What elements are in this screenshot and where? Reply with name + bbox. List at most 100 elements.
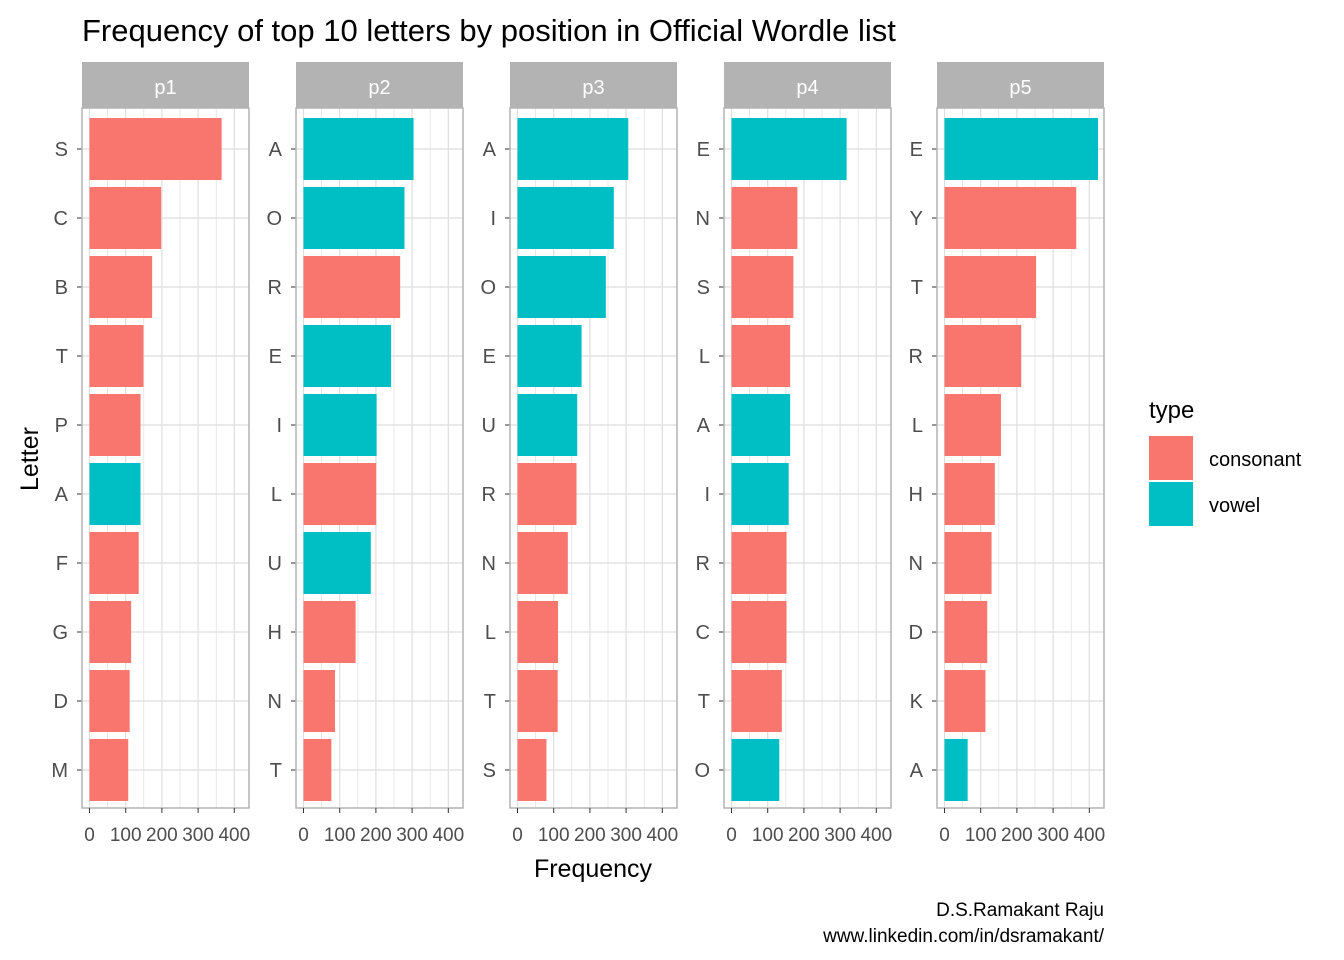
y-tick-label: F xyxy=(56,553,68,575)
y-tick-label: S xyxy=(483,760,496,782)
y-tick-label: N xyxy=(482,553,496,575)
caption-author: D.S.Ramakant Raju xyxy=(936,900,1104,921)
y-tick-label: O xyxy=(266,208,282,230)
panel-border xyxy=(936,107,1105,809)
facet-panel-p3: p3 A I O E U R N L T S 0 100 200 300 400 xyxy=(480,62,678,846)
x-tick-label: 100 xyxy=(110,825,142,846)
bar-p3-U xyxy=(517,394,578,456)
x-tick-label: 100 xyxy=(538,825,570,846)
y-tick-label: R xyxy=(696,553,710,575)
y-tick-label: O xyxy=(694,760,710,782)
bar-p3-R xyxy=(517,463,577,525)
x-tick-label: 400 xyxy=(646,825,678,846)
bar-p2-R xyxy=(303,256,401,318)
bar-p1-A xyxy=(89,463,141,525)
x-tick-label: 400 xyxy=(218,825,250,846)
facet-strip xyxy=(296,62,463,108)
y-tick-label: E xyxy=(483,346,496,368)
y-tick-label: E xyxy=(697,139,710,161)
y-tick-label: A xyxy=(269,139,283,161)
bar-p1-P xyxy=(89,394,141,456)
bar-p2-U xyxy=(303,532,371,594)
bar-p3-E xyxy=(517,325,582,387)
bar-p4-R xyxy=(731,532,787,594)
facet-strip xyxy=(510,62,677,108)
y-tick-label: E xyxy=(910,139,923,161)
bar-p4-S xyxy=(731,256,794,318)
bar-p2-N xyxy=(303,670,335,732)
legend-title: type xyxy=(1149,397,1194,424)
bar-p4-C xyxy=(731,601,787,663)
y-tick-label: L xyxy=(699,346,710,368)
y-axis-title: Letter xyxy=(16,427,44,491)
bar-p2-H xyxy=(303,601,356,663)
bar-p5-T xyxy=(944,256,1037,318)
bar-p2-I xyxy=(303,394,377,456)
bar-p1-T xyxy=(89,325,144,387)
bar-p4-I xyxy=(731,463,789,525)
bar-p5-Y xyxy=(944,187,1077,249)
y-tick-label: T xyxy=(56,346,68,368)
x-tick-label: 0 xyxy=(298,825,309,846)
y-tick-label: D xyxy=(909,622,923,644)
y-tick-label: C xyxy=(696,622,710,644)
y-tick-label: S xyxy=(55,139,68,161)
y-tick-label: A xyxy=(55,484,69,506)
facet-panel-p1: p1 S C B T P A F G D M 0 100 200 300 400 xyxy=(51,62,250,846)
bar-p1-B xyxy=(89,256,153,318)
x-tick-label: 0 xyxy=(84,825,95,846)
bar-p1-D xyxy=(89,670,130,732)
legend-label-consonant: consonant xyxy=(1209,449,1302,471)
x-axis-title: Frequency xyxy=(534,855,653,883)
facet-strip-label: p2 xyxy=(368,77,390,99)
facet-panel-p4: p4 E N S L A I R C T O 0 100 200 300 400 xyxy=(694,62,892,846)
y-tick-label: H xyxy=(268,622,282,644)
x-tick-label: 300 xyxy=(182,825,214,846)
panel-border xyxy=(723,107,892,809)
facet-strip xyxy=(937,62,1104,108)
x-tick-label: 200 xyxy=(788,825,820,846)
y-tick-label: U xyxy=(268,553,282,575)
y-tick-label: P xyxy=(55,415,68,437)
y-tick-label: T xyxy=(911,277,923,299)
facet-panel-p2: p2 A O R E I L U H N T 0 100 200 300 400 xyxy=(266,62,464,846)
bar-p4-O xyxy=(731,739,780,801)
x-tick-label: 200 xyxy=(574,825,606,846)
x-tick-label: 300 xyxy=(1037,825,1069,846)
legend-key-consonant xyxy=(1149,436,1193,480)
y-tick-label: I xyxy=(490,208,496,230)
bar-p4-T xyxy=(731,670,782,732)
x-tick-label: 300 xyxy=(610,825,642,846)
bar-p5-K xyxy=(944,670,986,732)
y-tick-label: O xyxy=(480,277,496,299)
y-tick-label: E xyxy=(269,346,282,368)
y-tick-label: H xyxy=(909,484,923,506)
y-tick-label: Y xyxy=(910,208,923,230)
bar-p4-N xyxy=(731,187,798,249)
bar-p5-N xyxy=(944,532,992,594)
bar-p1-S xyxy=(89,118,222,180)
bar-p2-O xyxy=(303,187,405,249)
bar-p3-T xyxy=(517,670,558,732)
legend-label-vowel: vowel xyxy=(1209,495,1260,517)
bar-p2-L xyxy=(303,463,377,525)
y-tick-label: L xyxy=(485,622,496,644)
x-tick-label: 0 xyxy=(939,825,950,846)
y-tick-label: K xyxy=(910,691,924,713)
y-tick-label: A xyxy=(697,415,711,437)
y-tick-label: I xyxy=(704,484,710,506)
y-tick-label: U xyxy=(482,415,496,437)
x-tick-label: 100 xyxy=(965,825,997,846)
bar-p4-E xyxy=(731,118,847,180)
bar-p2-E xyxy=(303,325,392,387)
facet-panel-p5: p5 E Y T R L H N D K A 0 100 200 300 400 xyxy=(909,62,1105,846)
y-tick-label: N xyxy=(909,553,923,575)
bar-p1-G xyxy=(89,601,132,663)
legend-key-vowel xyxy=(1149,482,1193,526)
x-tick-label: 100 xyxy=(324,825,356,846)
bar-p3-O xyxy=(517,256,606,318)
bar-p4-L xyxy=(731,325,791,387)
bar-p3-N xyxy=(517,532,568,594)
y-tick-label: N xyxy=(696,208,710,230)
